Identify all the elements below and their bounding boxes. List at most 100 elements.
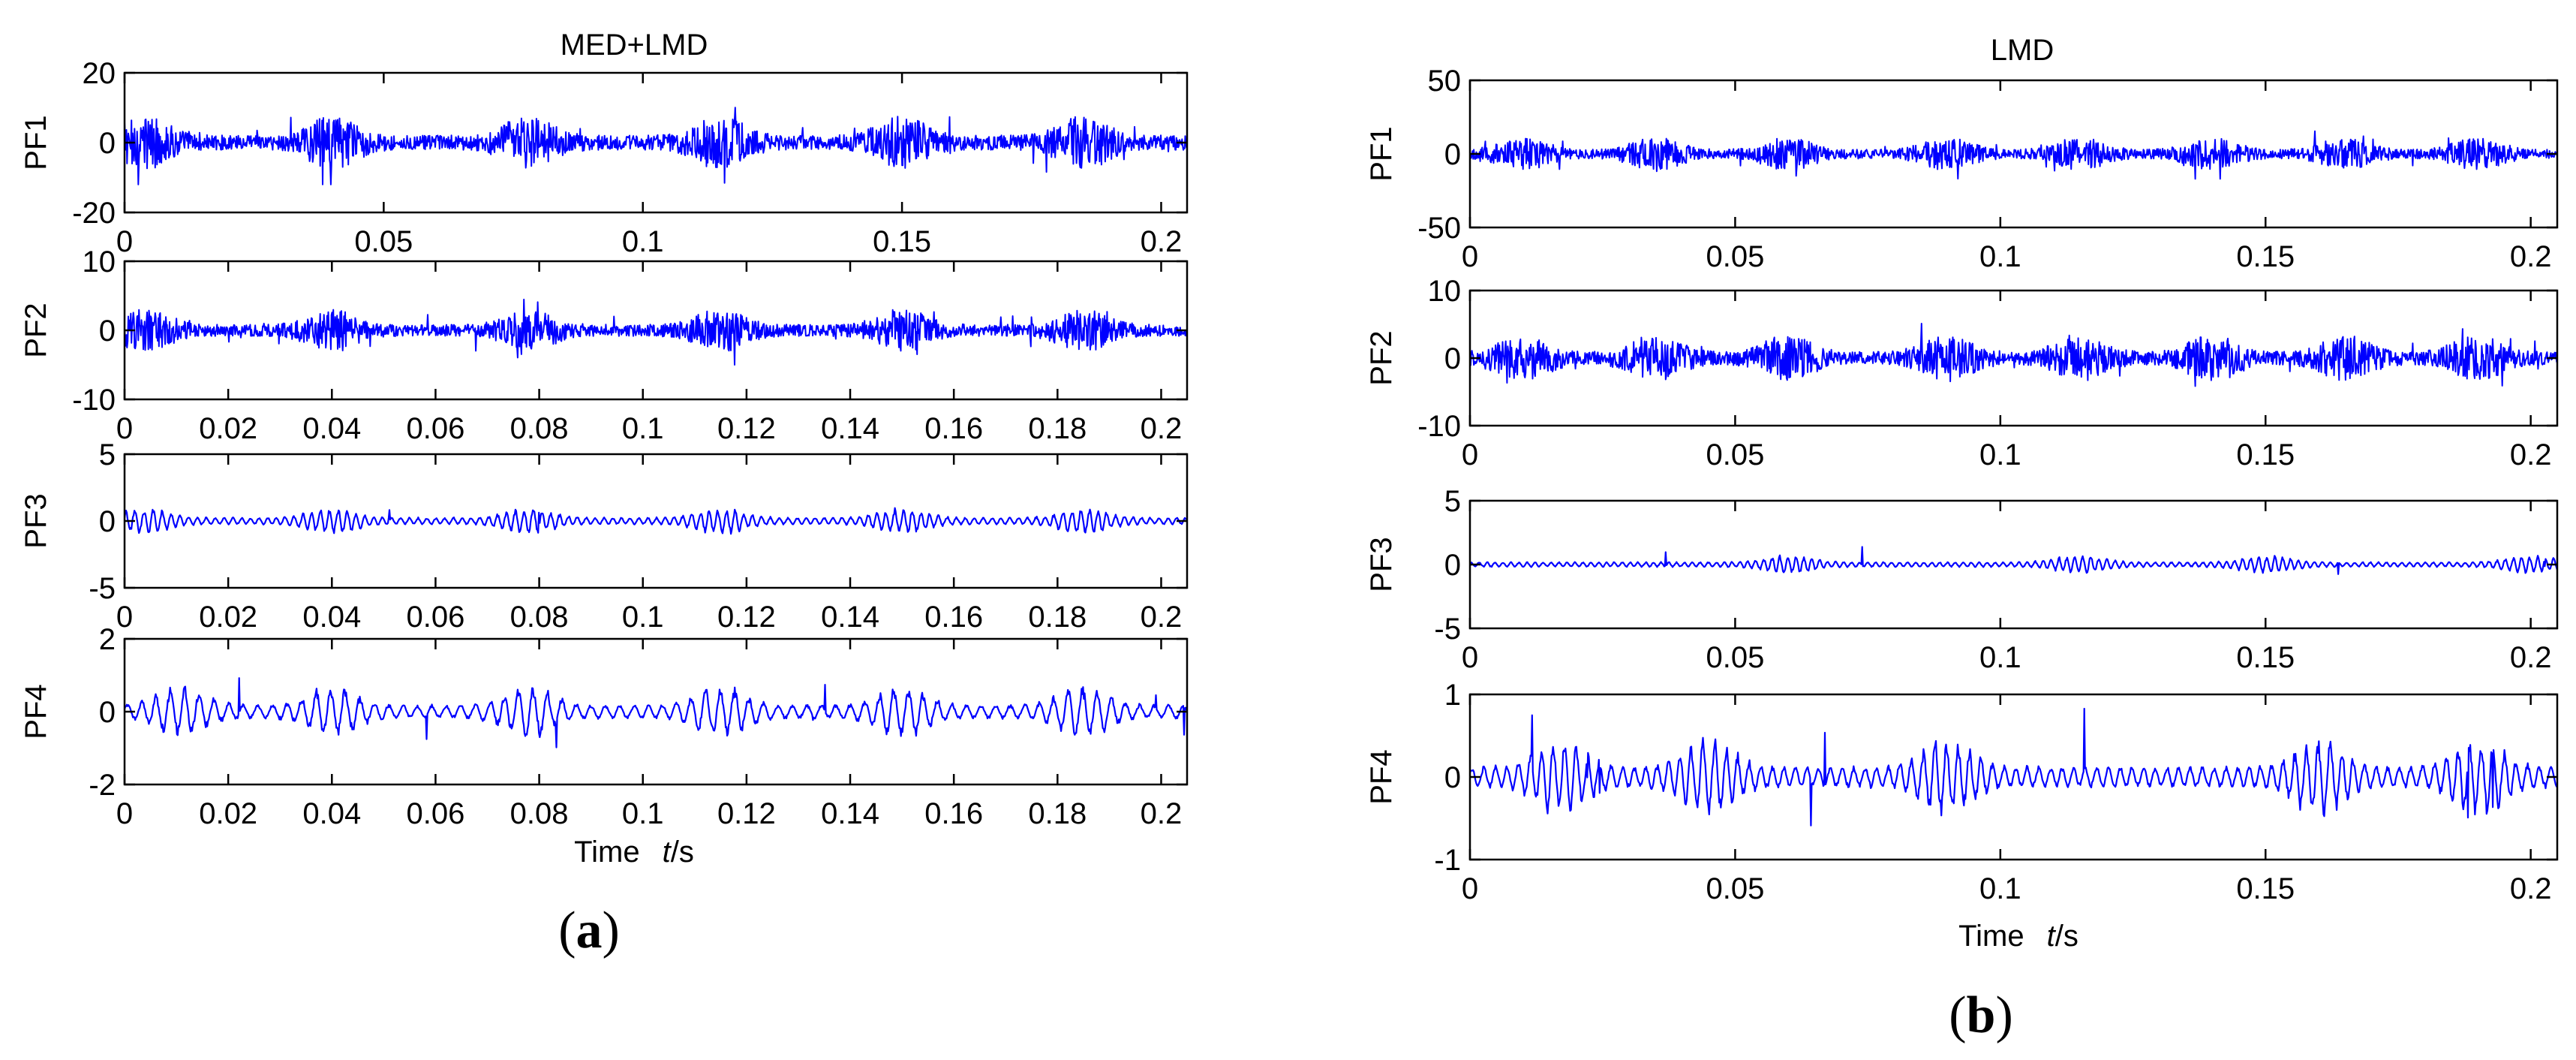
x-tick-label: 0.2 (2510, 240, 2552, 273)
x-tick-label: 0 (1462, 872, 1478, 905)
x-tick-label: 0.16 (924, 797, 983, 830)
y-tick-label: 0 (99, 505, 116, 538)
series-line-pf2 (1469, 323, 2558, 387)
x-tick-label: 0 (116, 225, 133, 258)
x-tick-label: 0.15 (2236, 240, 2295, 273)
chart-a-title: MED+LMD (561, 29, 708, 62)
y-tick-label: 5 (1444, 485, 1461, 518)
x-tick-label: 0.05 (1706, 872, 1764, 905)
series-line-pf3 (1469, 546, 2559, 575)
x-tick-label: 0.2 (1141, 601, 1183, 634)
x-tick-label: 0.02 (199, 601, 257, 634)
y-tick-label: -10 (72, 384, 116, 417)
panel-label-b: (b) (1949, 986, 2013, 1044)
y-axis-label: PF3 (1365, 537, 1398, 592)
y-tick-label: 0 (1444, 549, 1461, 582)
x-tick-label: 0.05 (354, 225, 413, 258)
y-axis-label: PF3 (20, 493, 53, 548)
x-tick-label: 0.08 (510, 797, 569, 830)
y-tick-label: -5 (89, 572, 116, 605)
x-tick-label: 0.14 (821, 412, 879, 445)
x-tick-label: 0 (116, 601, 133, 634)
x-tick-label: 0.05 (1706, 641, 1764, 674)
y-tick-label: 50 (1428, 65, 1462, 98)
y-axis-label: PF4 (1365, 749, 1398, 804)
x-tick-label: 0 (116, 797, 133, 830)
x-tick-label: 0.04 (302, 412, 361, 445)
y-axis-label: PF4 (20, 684, 53, 739)
y-tick-label: 10 (83, 245, 116, 279)
axes-frame (123, 453, 1189, 589)
y-tick-label: 0 (99, 696, 116, 729)
x-tick-label: 0.05 (1706, 438, 1764, 471)
y-tick-label: 1 (1444, 679, 1461, 712)
y-tick-label: 2 (99, 623, 116, 656)
x-tick-label: 0.15 (873, 225, 931, 258)
x-tick-label: 0.1 (1979, 641, 2021, 674)
x-tick-label: 0.18 (1028, 412, 1087, 445)
x-tick-label: 0 (116, 412, 133, 445)
x-tick-label: 0.14 (821, 797, 879, 830)
x-tick-label: 0.06 (407, 412, 465, 445)
x-tick-label: 0.1 (1979, 240, 2021, 273)
x-tick-label: 0.18 (1028, 601, 1087, 634)
series-line-pf4 (123, 677, 1189, 748)
y-tick-label: 0 (99, 315, 116, 348)
x-tick-label: 0.1 (622, 601, 664, 634)
x-tick-label: 0 (1462, 438, 1478, 471)
x-tick-label: 0.16 (924, 412, 983, 445)
y-axis-label: PF2 (20, 303, 53, 357)
y-tick-label: 20 (83, 57, 116, 90)
y-tick-label: 5 (99, 438, 116, 471)
series-line-pf1 (124, 107, 1188, 185)
y-tick-label: -20 (72, 197, 116, 230)
x-tick-label: 0.06 (407, 601, 465, 634)
panel-label-a: (a) (558, 902, 620, 959)
x-tick-label: 0.2 (1141, 412, 1183, 445)
x-tick-label: 0.18 (1028, 797, 1087, 830)
y-tick-label: -10 (1417, 410, 1461, 443)
chart-b-title: LMD (1991, 34, 2054, 67)
x-tick-label: 0.12 (717, 797, 776, 830)
x-tick-label: 0.15 (2236, 872, 2295, 905)
y-tick-label: 0 (1444, 342, 1461, 375)
x-tick-label: 0.15 (2236, 641, 2295, 674)
y-axis-label: PF2 (1365, 330, 1398, 385)
x-tick-label: 0.08 (510, 412, 569, 445)
x-tick-label: 0.15 (2236, 438, 2295, 471)
x-tick-label: 0.1 (622, 412, 664, 445)
x-tick-label: 0.06 (407, 797, 465, 830)
y-tick-label: 0 (1444, 761, 1461, 794)
x-tick-label: 0.04 (302, 797, 361, 830)
y-tick-label: 10 (1428, 275, 1462, 308)
y-tick-label: -1 (1434, 844, 1461, 877)
series-line-pf3 (123, 507, 1188, 535)
chart-b-xlabel: Time t/s (1958, 920, 2079, 953)
x-tick-label: 0.2 (1141, 225, 1183, 258)
x-tick-label: 0.2 (2510, 641, 2552, 674)
x-tick-label: 0.05 (1706, 240, 1764, 273)
series-line-pf4 (1468, 707, 2559, 827)
x-tick-label: 0.1 (622, 797, 664, 830)
x-tick-label: 0 (1462, 641, 1478, 674)
x-tick-label: 0.02 (199, 412, 257, 445)
x-tick-label: 0.12 (717, 412, 776, 445)
x-tick-label: 0.12 (717, 601, 776, 634)
y-axis-label: PF1 (1365, 126, 1398, 181)
y-tick-label: 0 (99, 127, 116, 160)
y-axis-label: PF1 (20, 115, 53, 170)
x-tick-label: 0.2 (2510, 438, 2552, 471)
y-tick-label: -50 (1417, 212, 1461, 245)
y-tick-label: -2 (89, 769, 116, 802)
x-tick-label: 0.2 (2510, 872, 2552, 905)
x-tick-label: 0.08 (510, 601, 569, 634)
y-tick-label: 0 (1444, 138, 1461, 171)
